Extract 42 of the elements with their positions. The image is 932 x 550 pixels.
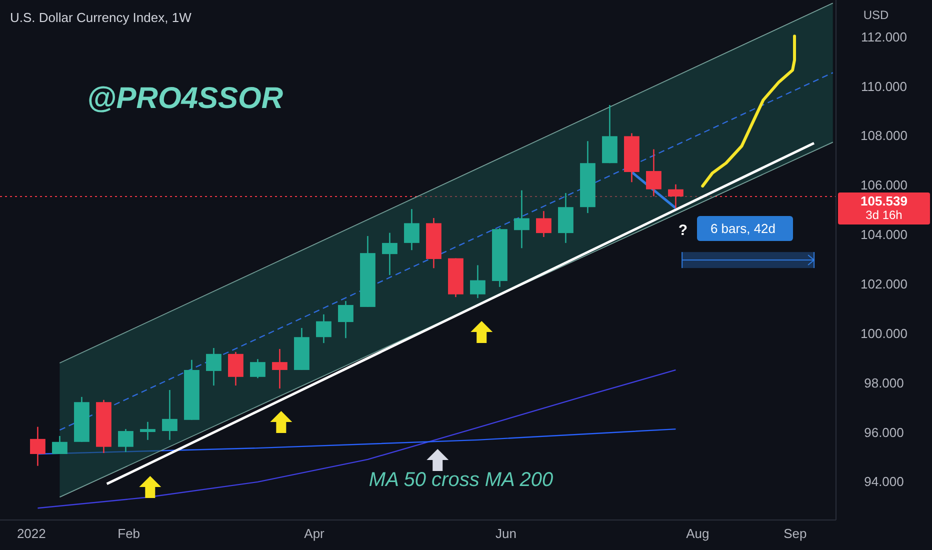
candlestick [118, 428, 134, 453]
y-tick-label: 102.000 [860, 276, 908, 292]
x-tick-label: 2022 [16, 526, 46, 541]
candlestick [162, 389, 178, 441]
y-tick-label: 112.000 [860, 29, 908, 44]
text: U.S. Dollar Currency Index, 1W [10, 10, 192, 25]
y-tick-label: 106.000 [860, 178, 908, 193]
candlestick [536, 210, 552, 238]
candlestick [272, 348, 288, 390]
x-tick-label: Sep [784, 526, 807, 541]
ref-line-label: 105.539 [860, 194, 908, 209]
candlestick [140, 421, 156, 441]
candlestick [646, 148, 662, 197]
candlestick [470, 264, 486, 299]
x-tick-label: Apr [304, 526, 326, 541]
candlestick [206, 347, 222, 386]
y-tick-label: 98.000 [864, 375, 904, 390]
y-tick-label: 94.000 [864, 474, 904, 490]
candlestick [250, 358, 266, 379]
annotation: ? [678, 222, 688, 239]
x-tick-label: Aug [686, 526, 710, 541]
y-tick-label: 104.000 [860, 227, 908, 242]
candlestick [30, 426, 46, 467]
y-tick-label: 100.000 [860, 326, 908, 341]
y-tick-label: 108.000 [860, 128, 908, 144]
y-tick-label: 110.000 [860, 78, 908, 94]
annotation: 6 bars, 42d [710, 221, 776, 236]
x-tick-label: Jun [496, 526, 516, 541]
text: 3d 16h [866, 208, 902, 222]
x-tick-label: Feb [118, 526, 140, 541]
y-axis-title: USD [863, 8, 889, 22]
candlestick [228, 351, 244, 386]
candlestick [404, 208, 420, 251]
candlestick [338, 300, 354, 339]
y-tick-label: 96.000 [864, 424, 904, 440]
annotation: @PRO4SSOR [87, 82, 284, 115]
candlestick [52, 435, 68, 455]
line-series [37, 369, 676, 509]
candlestick [514, 190, 530, 249]
candlestick [382, 232, 398, 276]
annotation: MA 50 cross MA 200 [368, 469, 554, 491]
candlestick [316, 314, 332, 344]
